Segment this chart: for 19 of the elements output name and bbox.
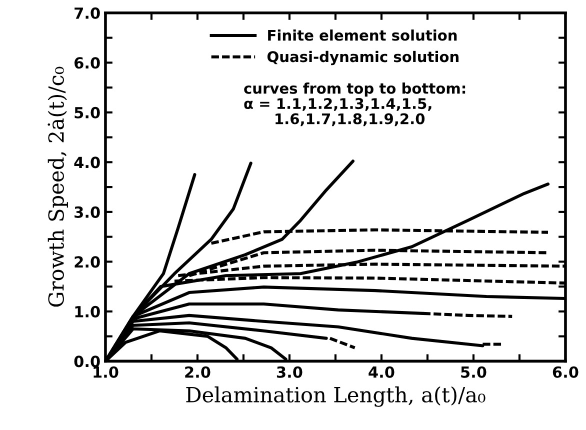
y-tick-label: 4.0 [74, 156, 100, 168]
y-tick-label: 5.0 [74, 106, 100, 118]
x-axis-title: Delamination Length, a(t)/a₀ [186, 386, 486, 407]
y-axis-title: Growth Speed, 2ȧ(t)/c₀ [48, 66, 68, 307]
x-tick-label: 1.0 [94, 366, 118, 378]
y-tick-label: 6.0 [74, 57, 100, 69]
x-tick-label: 3.0 [276, 366, 302, 378]
y-tick-label: 7.0 [74, 7, 100, 19]
y-tick-label: 0.0 [74, 356, 100, 368]
legend-label: Finite element solution [268, 30, 457, 41]
x-tick-label: 5.0 [461, 366, 486, 378]
y-tick-label: 2.0 [74, 256, 100, 268]
x-tick-label: 6.0 [552, 366, 578, 378]
annotation: curves from top to bottom: α = 1.1,1.2,1.3,1.4,1.5, 1.6,1.7,1.8,1.9,2.0 [244, 82, 466, 126]
y-tick-label: 1.0 [75, 306, 100, 318]
legend-label: Quasi-dynamic solution [267, 50, 458, 66]
x-tick-label: 4.0 [368, 366, 394, 378]
x-tick-label: 2.0 [185, 366, 210, 378]
y-tick-label: 3.0 [74, 206, 100, 218]
